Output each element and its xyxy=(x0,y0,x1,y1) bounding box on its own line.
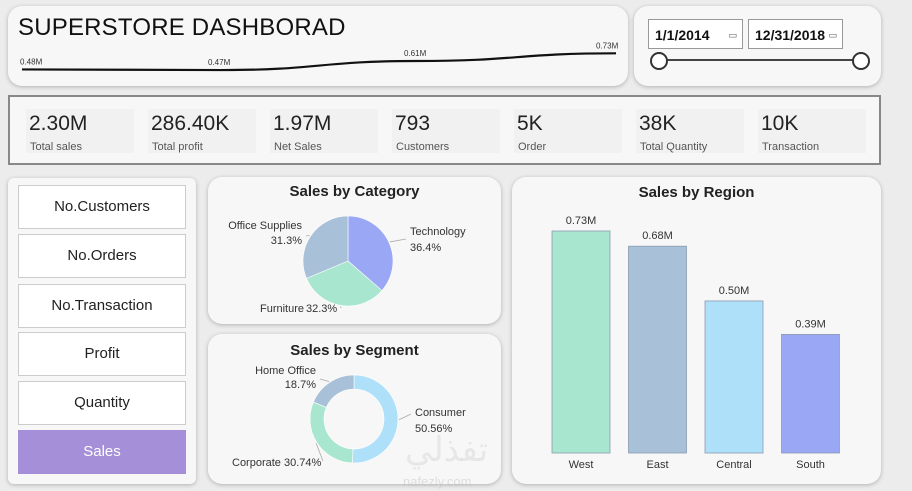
region-data-label: 0.50M xyxy=(719,285,750,297)
category-value-office-supplies: 31.3% xyxy=(271,235,302,247)
sales-by-segment-donut: Consumer 50.56% Corporate 30.74% Home Office… xyxy=(232,365,466,469)
kpi-card: 38K Total Quantity xyxy=(636,109,744,153)
nav-button-transaction[interactable]: No.Transaction xyxy=(18,284,186,328)
segment-label-consumer: Consumer xyxy=(415,407,466,419)
page-title: SUPERSTORE DASHBORAD xyxy=(18,14,346,41)
region-category-label: Central xyxy=(716,459,751,471)
segment-label-home-office: Home Office xyxy=(255,365,316,377)
chart-title: Sales by Region xyxy=(638,184,755,201)
trend-point-label: 0.47M xyxy=(208,58,231,67)
pie-slice xyxy=(302,215,349,279)
measure-selector: No.Customers No.Orders No.Transaction Pr… xyxy=(8,178,196,484)
date-range-slider[interactable] xyxy=(658,59,862,61)
chart-title: Sales by Segment xyxy=(290,342,419,359)
region-category-label: South xyxy=(796,459,825,471)
region-bar xyxy=(781,333,840,454)
trend-point-label: 0.48M xyxy=(20,57,43,66)
kpi-card: 2.30M Total sales xyxy=(26,109,134,153)
category-label-office-supplies: Office Supplies xyxy=(228,220,302,232)
kpi-label: Total profit xyxy=(152,141,203,153)
kpi-value: 1.97M xyxy=(273,112,332,135)
start-date-value: 1/1/2014 xyxy=(655,27,710,43)
region-data-label: 0.68M xyxy=(642,230,673,242)
nav-button-profit[interactable]: Profit xyxy=(18,332,186,376)
kpi-value: 286.40K xyxy=(151,112,230,135)
leader-line xyxy=(389,238,407,243)
kpi-label: Order xyxy=(518,141,547,153)
watermark-logo: تفذلي xyxy=(405,430,489,470)
trend-point-label: 0.73M xyxy=(596,41,619,50)
sales-by-region-card: Sales by Region 0.73M West 0.68M East 0.50M C… xyxy=(512,177,881,484)
segment-label-corporate: Corporate xyxy=(232,457,281,469)
pie-slice xyxy=(309,401,354,464)
kpi-card: 793 Customers xyxy=(392,109,500,153)
slider-start-handle[interactable] xyxy=(650,52,668,70)
category-value-furniture: 32.3% xyxy=(306,303,337,315)
segment-value-consumer: 50.56% xyxy=(415,423,453,435)
leader-line xyxy=(319,378,330,382)
watermark-url: nafezly.com xyxy=(403,474,472,489)
region-category-label: West xyxy=(569,459,594,471)
kpi-value: 793 xyxy=(395,112,431,135)
region-category-label: East xyxy=(646,459,668,471)
category-label-furniture: Furniture xyxy=(260,303,304,315)
kpi-label: Total sales xyxy=(30,141,82,153)
nav-button-sales[interactable]: Sales xyxy=(18,430,186,474)
leader-line xyxy=(315,443,324,462)
kpi-card: 286.40K Total profit xyxy=(148,109,256,153)
calendar-icon: ▭ xyxy=(828,30,837,40)
category-label-technology: Technology xyxy=(410,226,466,238)
trend-point-label: 0.61M xyxy=(404,49,427,58)
pie-slice xyxy=(306,260,383,307)
kpi-label: Total Quantity xyxy=(640,141,708,153)
region-data-label: 0.39M xyxy=(795,318,826,330)
segment-value-home-office: 18.7% xyxy=(285,379,316,391)
region-bar xyxy=(628,245,687,454)
kpi-label: Net Sales xyxy=(274,141,322,153)
end-date-value: 12/31/2018 xyxy=(755,27,826,43)
kpi-label: Customers xyxy=(396,141,450,153)
kpi-label: Transaction xyxy=(762,141,820,153)
nav-button-orders[interactable]: No.Orders xyxy=(18,234,186,278)
category-value-technology: 36.4% xyxy=(410,242,441,254)
sales-trend-sparkline: 0.48M 0.47M 0.61M 0.73M xyxy=(20,41,619,72)
kpi-value: 10K xyxy=(761,112,799,135)
kpi-card: 1.97M Net Sales xyxy=(270,109,378,153)
sales-by-segment-card: Sales by Segment Consumer 50.56% Corporate… xyxy=(208,334,501,484)
trend-line xyxy=(21,52,617,72)
kpi-card: 10K Transaction xyxy=(758,109,866,153)
region-bar xyxy=(704,300,764,454)
start-date-input[interactable]: 1/1/2014 ▭ xyxy=(648,19,743,49)
calendar-icon: ▭ xyxy=(728,30,737,40)
pie-slice xyxy=(352,374,399,464)
sales-by-region-bar-chart: 0.73M West 0.68M East 0.50M Central 0.39M South xyxy=(551,215,840,471)
kpi-value: 5K xyxy=(517,112,543,135)
kpi-value: 38K xyxy=(639,112,677,135)
region-data-label: 0.73M xyxy=(566,215,597,227)
leader-line xyxy=(398,413,412,421)
pie-slice xyxy=(347,215,394,291)
title-card: SUPERSTORE DASHBORAD 0.48M 0.47M 0.61M 0.73… xyxy=(8,6,628,86)
end-date-input[interactable]: 12/31/2018 ▭ xyxy=(748,19,843,49)
slider-end-handle[interactable] xyxy=(852,52,870,70)
kpi-card: 5K Order xyxy=(514,109,622,153)
sales-by-category-card: Sales by Category Technology 36.4% Furnitu… xyxy=(208,177,501,324)
pie-slice xyxy=(313,374,355,408)
segment-value-corporate: 30.74% xyxy=(284,457,322,469)
chart-title: Sales by Category xyxy=(289,183,420,200)
kpi-strip: 2.30M Total sales 286.40K Total profit 1… xyxy=(8,95,881,165)
sales-by-category-pie: Technology 36.4% Furniture 32.3% Office Supp… xyxy=(228,215,466,315)
nav-button-customers[interactable]: No.Customers xyxy=(18,185,186,229)
kpi-value: 2.30M xyxy=(29,112,88,135)
nav-button-quantity[interactable]: Quantity xyxy=(18,381,186,425)
region-bar xyxy=(551,230,611,454)
date-filter-card: 1/1/2014 ▭ 12/31/2018 ▭ xyxy=(634,6,881,86)
